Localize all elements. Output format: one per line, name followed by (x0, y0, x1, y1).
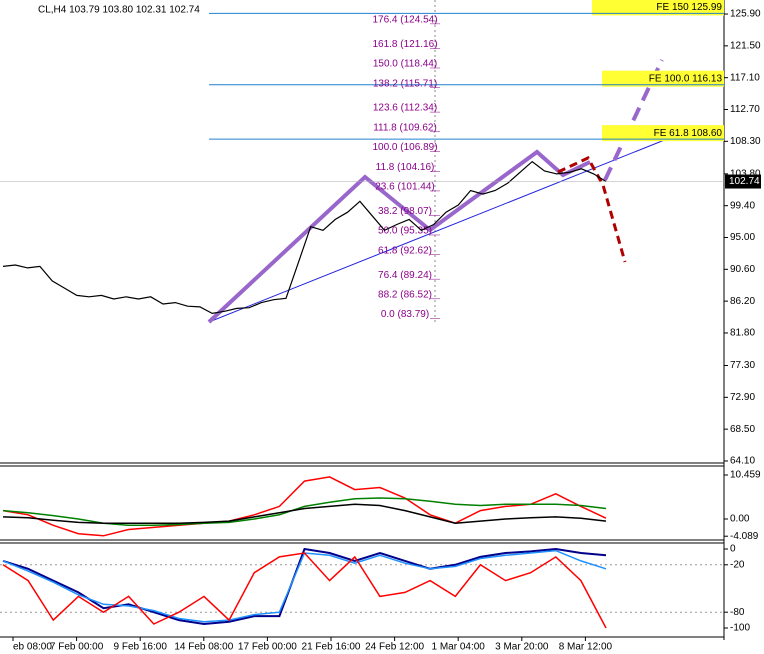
y-tick-label: 99.40 (730, 200, 755, 211)
fib-label: 61.8 (92.62) (378, 245, 432, 256)
y-tick-label: -4.089 (730, 531, 759, 542)
y-tick-label: 125.90 (730, 9, 761, 20)
fib-label: 38.2 (98.07) (378, 206, 432, 217)
series-line (2, 547, 607, 626)
y-tick-label: 90.60 (730, 264, 755, 275)
fib-label: 161.8 (121.16) (372, 39, 437, 50)
x-tick-label: 3 Mar 20:00 (495, 642, 549, 653)
y-tick-label: 121.50 (730, 40, 761, 51)
y-tick-label: 72.90 (730, 392, 755, 403)
y-tick-label: -80 (730, 607, 745, 618)
fib-label: 0.0 (83.79) (381, 309, 429, 320)
y-tick-label: 64.10 (730, 456, 755, 467)
y-tick-label: 108.30 (730, 136, 761, 147)
fib-label: 11.8 (104.16) (376, 162, 435, 173)
fe-box (602, 125, 724, 142)
x-tick-label: 9 Feb 16:00 (114, 642, 168, 653)
fib-label: 123.6 (112.34) (373, 103, 437, 114)
y-tick-label: 0.00 (730, 514, 750, 525)
x-tick-label: 21 Feb 16:00 (302, 642, 361, 653)
y-tick-label: 103.80 (730, 169, 761, 180)
y-tick-label: 77.30 (730, 360, 755, 371)
y-tick-label: 81.80 (730, 328, 755, 339)
series-line (2, 476, 607, 537)
current-price: 102.74 (729, 176, 760, 187)
fib-label: 76.4 (89.24) (378, 270, 432, 281)
y-tick-label: 95.00 (730, 232, 755, 243)
fib-label: 176.4 (124.54) (372, 15, 437, 26)
fib-label: 88.2 (86.52) (378, 289, 432, 300)
fe-label: FE 100.0 116.13 (649, 73, 723, 84)
fe-box (592, 0, 724, 16)
x-tick-label: eb 08:00 (13, 642, 52, 653)
fib-label: 111.8 (109.62) (373, 122, 437, 133)
fib-label: 138.2 (115.71) (373, 78, 437, 89)
projection-down (557, 156, 627, 263)
fe-box (602, 70, 724, 87)
series-line (2, 503, 607, 524)
y-tick-label: 112.70 (730, 104, 760, 115)
x-tick-label: 24 Feb 12:00 (365, 642, 424, 653)
fib-label: 100.0 (106.89) (372, 142, 437, 153)
x-tick-label: 7 Feb 00:00 (50, 642, 104, 653)
x-tick-label: 1 Mar 04:00 (432, 642, 486, 653)
y-tick-label: 0 (730, 544, 736, 555)
x-tick-label: 8 Mar 12:00 (559, 642, 613, 653)
x-tick-label: 14 Feb 08:00 (174, 642, 233, 653)
symbol-header: CL,H4 103.79 103.80 102.31 102.74 (38, 5, 200, 16)
price-box (725, 174, 761, 189)
y-tick-label: 117.10 (730, 72, 760, 83)
fib-label: 23.6 (101.44) (375, 182, 435, 193)
fib-label: 150.0 (118.44) (373, 59, 437, 70)
fe-label: FE 150 125.99 (656, 2, 722, 13)
y-tick-label: 86.20 (730, 296, 755, 307)
x-tick-label: 17 Feb 00:00 (238, 642, 297, 653)
series-line (2, 160, 607, 315)
series-line (2, 552, 607, 629)
fib-label: 50.0 (95.35) (378, 226, 432, 237)
y-tick-label: -20 (730, 559, 745, 570)
y-tick-label: -100 (730, 623, 750, 634)
y-tick-label: 10.459 (730, 470, 761, 481)
y-tick-label: 68.50 (730, 424, 755, 435)
fe-label: FE 61.8 108.60 (654, 128, 723, 139)
